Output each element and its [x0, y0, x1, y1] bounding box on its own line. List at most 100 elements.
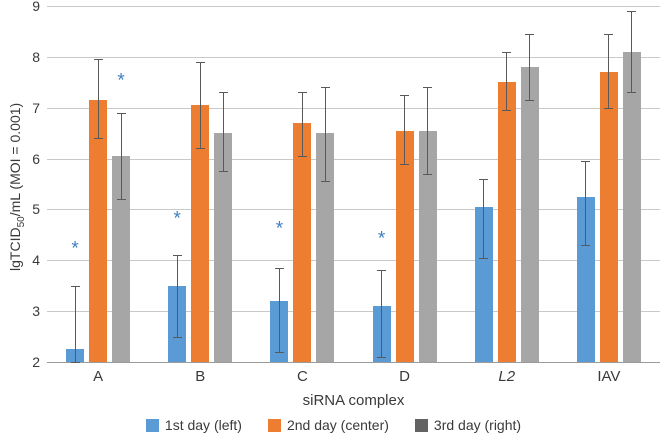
- error-cap-high-IAV-series3: [627, 11, 637, 13]
- legend-label: 2nd day (center): [286, 417, 389, 433]
- error-cap-high-A-series2: [93, 59, 103, 61]
- error-cap-low-B-series1: [172, 336, 182, 338]
- legend-label: 1st day (left): [164, 417, 242, 433]
- error-bar-A-series3: [120, 112, 122, 200]
- bar-L2-series2: [497, 82, 516, 362]
- error-cap-low-A-series1: [70, 362, 80, 363]
- error-cap-low-IAV-series1: [581, 245, 591, 247]
- error-bar-C-series2: [301, 92, 303, 157]
- significance-asterisk: *: [117, 70, 125, 92]
- error-bar-IAV-series2: [608, 33, 610, 108]
- error-cap-high-C-series3: [320, 87, 330, 89]
- x-tick-label-C: C: [296, 368, 308, 385]
- gridline-4: [47, 260, 660, 262]
- error-cap-low-IAV-series3: [627, 92, 637, 94]
- error-cap-low-B-series3: [218, 171, 228, 173]
- error-bar-B-series2: [199, 61, 201, 149]
- gridline-5: [47, 209, 660, 211]
- bar-B-series3: [214, 133, 233, 362]
- error-cap-high-IAV-series1: [581, 161, 591, 163]
- error-cap-high-IAV-series2: [604, 33, 614, 35]
- error-cap-high-D-series1: [377, 270, 387, 272]
- bar-D-series3: [418, 130, 437, 362]
- gridline-7: [47, 107, 660, 109]
- x-tick-label-D: D: [399, 368, 410, 385]
- legend-item-series3: 3rd day (right): [414, 417, 522, 433]
- error-cap-low-C-series2: [297, 156, 307, 158]
- significance-asterisk: *: [173, 208, 181, 229]
- error-cap-low-D-series2: [400, 163, 410, 165]
- error-cap-high-A-series3: [116, 112, 126, 114]
- y-tick-label-6: 6: [32, 150, 40, 167]
- bar-IAV-series3: [622, 51, 641, 362]
- y-tick-label-9: 9: [32, 0, 40, 14]
- legend-item-series1: 1st day (left): [145, 417, 242, 433]
- bar-IAV-series1: [576, 196, 595, 362]
- error-cap-high-L2-series1: [479, 178, 489, 180]
- error-bar-IAV-series1: [585, 161, 587, 246]
- error-bar-C-series1: [278, 267, 280, 352]
- error-cap-high-L2-series3: [525, 33, 535, 35]
- x-axis-line: [47, 362, 660, 363]
- gridline-6: [47, 158, 660, 160]
- error-cap-high-B-series2: [195, 61, 205, 63]
- bar-D-series2: [395, 130, 414, 362]
- bar-B-series2: [191, 105, 210, 362]
- error-bar-L2-series3: [529, 33, 531, 101]
- gridline-9: [47, 6, 660, 7]
- error-cap-high-B-series3: [218, 92, 228, 94]
- error-cap-low-A-series2: [93, 138, 103, 140]
- error-bar-A-series2: [97, 59, 99, 139]
- error-cap-high-C-series2: [297, 92, 307, 94]
- bar-C-series2: [293, 122, 312, 362]
- error-bar-L2-series2: [506, 51, 508, 111]
- error-bar-D-series2: [404, 95, 406, 164]
- y-tick-label-2: 2: [32, 354, 40, 370]
- error-bar-L2-series1: [483, 178, 485, 258]
- error-cap-high-D-series3: [423, 87, 433, 89]
- bar-A-series3: [112, 156, 131, 362]
- significance-asterisk: *: [377, 228, 386, 250]
- bar-A-series2: [89, 100, 108, 362]
- error-cap-low-L2-series1: [479, 257, 489, 259]
- legend-label: 3rd day (right): [433, 417, 522, 433]
- y-tick-label-7: 7: [32, 99, 40, 116]
- x-tick-label-A: A: [93, 368, 104, 385]
- error-cap-high-L2-series2: [502, 51, 512, 53]
- legend-item-series2: 2nd day (center): [267, 417, 389, 433]
- bar-C-series3: [316, 133, 335, 362]
- error-cap-low-IAV-series2: [604, 107, 614, 109]
- y-axis-tick-labels: 2 3 4 5 6 7 8 9: [0, 0, 40, 444]
- gridline-3: [47, 311, 660, 313]
- error-bar-B-series1: [176, 255, 178, 337]
- x-tick-label-L2: L2: [498, 368, 516, 385]
- bar-L2-series1: [474, 206, 493, 362]
- error-cap-high-B-series1: [172, 255, 182, 257]
- error-cap-low-B-series2: [195, 148, 205, 150]
- significance-asterisk: *: [275, 218, 284, 240]
- x-axis-tick-labels: A B C D L2 IAV: [47, 368, 660, 390]
- error-bar-IAV-series3: [631, 11, 633, 93]
- legend-swatch-icon: [414, 418, 428, 432]
- significance-asterisk: *: [71, 238, 79, 260]
- error-cap-high-C-series1: [274, 267, 284, 269]
- x-tick-label-B: B: [195, 368, 206, 385]
- error-cap-low-L2-series3: [525, 100, 535, 102]
- y-tick-label-5: 5: [32, 201, 40, 218]
- error-bar-D-series3: [427, 87, 429, 174]
- bar-L2-series3: [520, 67, 539, 362]
- plot-area: * * * * *: [47, 6, 660, 363]
- x-tick-label-IAV: IAV: [597, 368, 621, 385]
- error-bar-A-series1: [74, 285, 76, 362]
- error-bar-B-series3: [222, 92, 224, 172]
- error-cap-high-A-series1: [70, 285, 80, 287]
- gridline-8: [47, 56, 660, 58]
- error-bar-C-series3: [324, 87, 326, 182]
- error-cap-low-C-series3: [320, 181, 330, 183]
- error-cap-low-D-series3: [423, 173, 433, 175]
- error-cap-low-D-series1: [377, 356, 387, 358]
- y-tick-label-8: 8: [32, 48, 40, 65]
- legend-swatch-icon: [145, 418, 159, 432]
- error-cap-low-A-series3: [116, 199, 126, 201]
